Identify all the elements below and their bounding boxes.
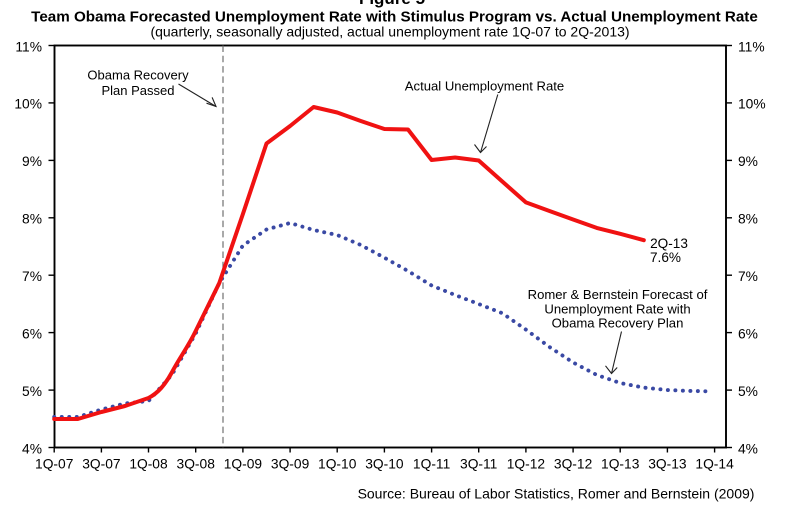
svg-text:Plan Passed: Plan Passed <box>102 83 175 98</box>
svg-text:5%: 5% <box>738 384 758 399</box>
svg-text:Unemployment Rate with: Unemployment Rate with <box>544 302 690 317</box>
svg-text:5%: 5% <box>22 384 42 399</box>
svg-text:3Q-10: 3Q-10 <box>365 456 404 471</box>
svg-text:10%: 10% <box>14 97 42 112</box>
svg-text:2Q-13: 2Q-13 <box>650 236 688 251</box>
svg-text:1Q-08: 1Q-08 <box>129 456 168 471</box>
svg-text:8%: 8% <box>738 212 758 227</box>
svg-text:8%: 8% <box>22 212 42 227</box>
svg-text:1Q-11: 1Q-11 <box>413 456 450 471</box>
svg-text:6%: 6% <box>22 326 42 341</box>
svg-text:1Q-09: 1Q-09 <box>224 456 263 471</box>
svg-text:Obama Recovery Plan: Obama Recovery Plan <box>552 316 684 331</box>
svg-text:Romer & Bernstein Forecast of: Romer & Bernstein Forecast of <box>528 287 708 302</box>
svg-text:3Q-13: 3Q-13 <box>648 456 687 471</box>
svg-text:9%: 9% <box>738 154 758 169</box>
svg-text:6%: 6% <box>738 326 758 341</box>
svg-text:4%: 4% <box>738 441 758 456</box>
svg-text:Obama Recovery: Obama Recovery <box>87 68 189 83</box>
svg-text:1Q-12: 1Q-12 <box>507 456 545 471</box>
svg-text:3Q-09: 3Q-09 <box>271 456 310 471</box>
svg-text:7%: 7% <box>738 269 758 284</box>
svg-text:11%: 11% <box>738 39 765 54</box>
svg-text:3Q-08: 3Q-08 <box>177 456 216 471</box>
svg-text:7.6%: 7.6% <box>650 250 681 265</box>
svg-text:7%: 7% <box>22 269 42 284</box>
svg-text:1Q-07: 1Q-07 <box>35 456 73 471</box>
svg-text:1Q-10: 1Q-10 <box>318 456 357 471</box>
svg-text:1Q-14: 1Q-14 <box>695 456 734 471</box>
svg-text:(quarterly, seasonally adjuste: (quarterly, seasonally adjusted, actual … <box>150 23 629 39</box>
svg-text:Actual Unemployment Rate: Actual Unemployment Rate <box>405 78 564 93</box>
svg-text:3Q-11: 3Q-11 <box>460 456 497 471</box>
svg-text:10%: 10% <box>738 97 766 112</box>
svg-text:11%: 11% <box>15 39 42 54</box>
svg-text:Figure 5: Figure 5 <box>359 0 425 8</box>
svg-text:3Q-07: 3Q-07 <box>82 456 120 471</box>
svg-text:Source: Bureau of Labor Statis: Source: Bureau of Labor Statistics, Rome… <box>358 486 755 502</box>
svg-text:1Q-13: 1Q-13 <box>601 456 640 471</box>
svg-text:Team Obama Forecasted Unemploy: Team Obama Forecasted Unemployment Rate … <box>31 9 758 26</box>
svg-text:4%: 4% <box>22 441 42 456</box>
svg-text:3Q-12: 3Q-12 <box>554 456 592 471</box>
svg-text:9%: 9% <box>22 154 42 169</box>
